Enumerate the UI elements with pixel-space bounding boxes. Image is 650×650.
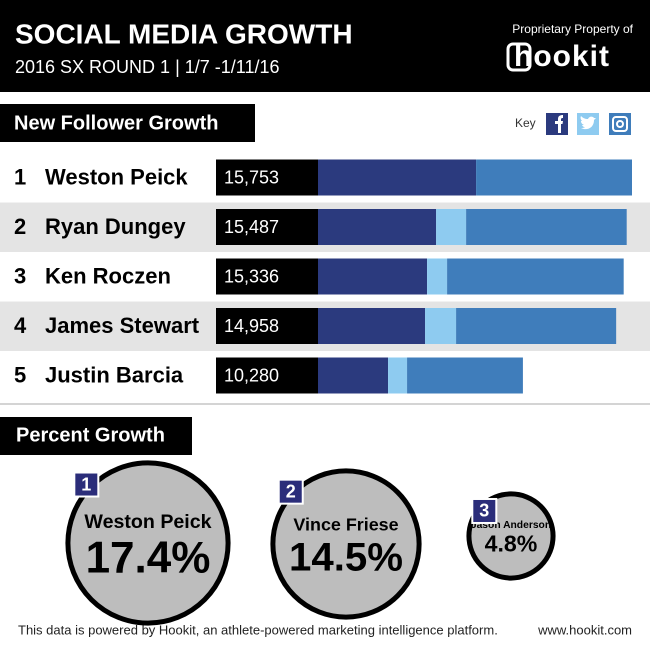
rider-name: Ken Roczen bbox=[45, 263, 171, 288]
subtitle: 2016 SX ROUND 1 | 1/7 -1/11/16 bbox=[15, 57, 279, 77]
circle-value: 17.4% bbox=[86, 533, 211, 582]
segment bbox=[388, 357, 408, 394]
rank-badge bbox=[277, 478, 304, 505]
segment bbox=[466, 209, 627, 245]
footer-url: www.hookit.com bbox=[537, 622, 632, 637]
segment bbox=[456, 308, 617, 344]
total: 15,753 bbox=[224, 167, 279, 187]
segment bbox=[318, 209, 437, 245]
section-title: New Follower Growth bbox=[14, 112, 218, 134]
rider-name: Ryan Dungey bbox=[45, 214, 186, 239]
segment bbox=[407, 357, 523, 394]
ownership-note: Proprietary Property of bbox=[512, 22, 633, 36]
segment bbox=[427, 258, 448, 295]
circle-value: 14.5% bbox=[289, 535, 403, 580]
section-band bbox=[0, 104, 255, 142]
key-label: Key bbox=[515, 116, 536, 130]
segment bbox=[318, 308, 426, 344]
rank: 1 bbox=[14, 164, 26, 189]
total: 15,336 bbox=[224, 266, 279, 286]
total: 14,958 bbox=[224, 316, 279, 336]
rank-badge bbox=[471, 497, 498, 524]
rank: 3 bbox=[14, 263, 26, 288]
total: 15,487 bbox=[224, 217, 279, 237]
rank-badge bbox=[73, 471, 100, 498]
rider-name: Weston Peick bbox=[45, 164, 188, 189]
instagram-lens bbox=[616, 120, 624, 128]
rank: 4 bbox=[14, 313, 27, 338]
segment bbox=[318, 159, 477, 196]
segment bbox=[447, 258, 624, 295]
rider-name: James Stewart bbox=[45, 313, 200, 338]
total-box bbox=[216, 357, 318, 394]
total-box bbox=[216, 258, 318, 295]
segment bbox=[425, 308, 457, 344]
badge-rank: 2 bbox=[286, 481, 296, 501]
logo-box bbox=[506, 42, 532, 72]
segment bbox=[318, 258, 428, 295]
growth-circle bbox=[65, 460, 231, 626]
circle-name: Vince Friese bbox=[293, 514, 398, 534]
total-box bbox=[216, 209, 318, 245]
circle-name: Jason Anderson bbox=[471, 520, 551, 531]
circle-value: 4.8% bbox=[485, 530, 538, 556]
badge-rank: 1 bbox=[81, 474, 91, 494]
segment bbox=[476, 159, 632, 196]
growth-circle bbox=[270, 468, 422, 620]
total-box bbox=[216, 308, 318, 344]
total: 10,280 bbox=[224, 365, 279, 385]
brand: hookit bbox=[514, 40, 610, 73]
segment bbox=[318, 357, 389, 394]
section-title: Percent Growth bbox=[16, 424, 165, 446]
badge-rank: 3 bbox=[479, 501, 489, 521]
title: SOCIAL MEDIA GROWTH bbox=[15, 18, 353, 49]
segment bbox=[436, 209, 467, 245]
twitter-icon bbox=[580, 116, 596, 130]
rank: 5 bbox=[14, 362, 26, 387]
rank: 2 bbox=[14, 214, 26, 239]
header-band bbox=[0, 0, 650, 92]
instagram-icon bbox=[612, 116, 628, 132]
rider-name: Justin Barcia bbox=[45, 362, 184, 387]
facebook-icon bbox=[555, 115, 563, 133]
footer-note: This data is powered by Hookit, an athle… bbox=[18, 622, 498, 637]
total-box bbox=[216, 159, 318, 196]
section-band bbox=[0, 417, 192, 455]
circle-name: Weston Peick bbox=[84, 511, 211, 533]
